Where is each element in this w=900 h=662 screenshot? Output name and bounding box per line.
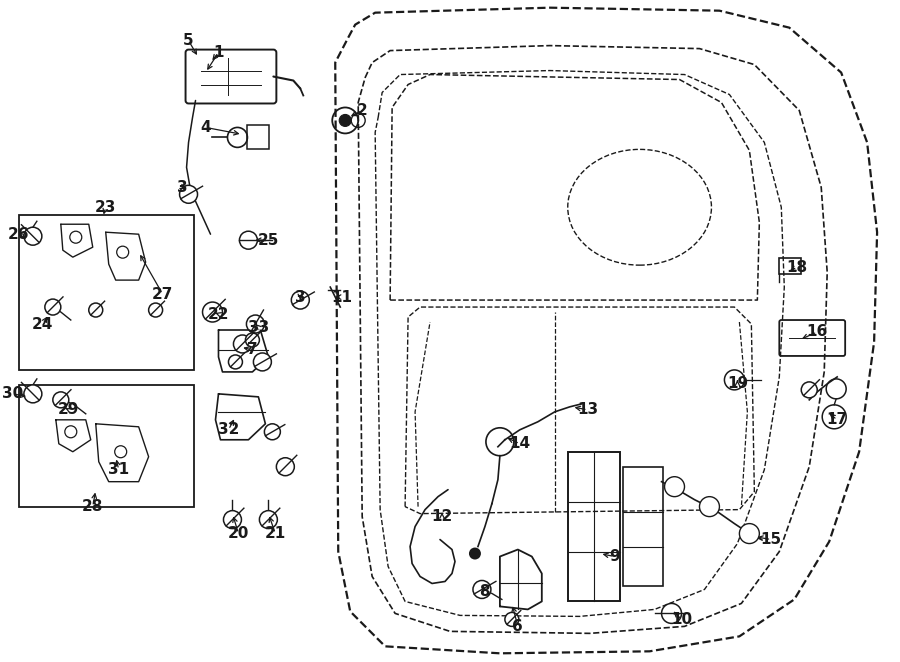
- Text: 25: 25: [257, 232, 279, 248]
- Circle shape: [699, 496, 719, 516]
- Text: 2: 2: [356, 103, 367, 118]
- Text: 8: 8: [480, 584, 491, 599]
- Circle shape: [24, 385, 42, 403]
- Circle shape: [24, 227, 42, 245]
- Bar: [623, 467, 662, 587]
- Text: 9: 9: [609, 549, 620, 564]
- Text: 28: 28: [82, 499, 104, 514]
- Text: 27: 27: [152, 287, 174, 302]
- Text: 21: 21: [265, 526, 286, 541]
- Circle shape: [45, 299, 61, 315]
- Circle shape: [89, 303, 103, 317]
- Bar: [19, 215, 194, 370]
- Text: 31: 31: [108, 462, 130, 477]
- Circle shape: [505, 612, 519, 626]
- Circle shape: [276, 457, 294, 476]
- Text: 32: 32: [218, 422, 239, 438]
- Circle shape: [740, 524, 760, 544]
- Text: 23: 23: [95, 200, 116, 214]
- Text: 3: 3: [177, 180, 188, 195]
- Circle shape: [148, 303, 163, 317]
- Circle shape: [801, 382, 817, 398]
- Circle shape: [664, 477, 685, 496]
- Circle shape: [292, 291, 310, 309]
- Circle shape: [223, 510, 241, 528]
- Circle shape: [53, 392, 68, 408]
- Circle shape: [180, 185, 197, 203]
- Text: 16: 16: [806, 324, 828, 340]
- Circle shape: [247, 315, 265, 333]
- Text: 15: 15: [760, 532, 782, 547]
- Circle shape: [259, 510, 277, 528]
- Bar: [568, 451, 619, 602]
- Bar: [248, 125, 269, 150]
- Text: 11: 11: [332, 289, 353, 305]
- Text: 13: 13: [577, 402, 598, 417]
- Text: 10: 10: [671, 612, 692, 627]
- Text: 18: 18: [787, 260, 808, 275]
- Text: 3: 3: [295, 289, 306, 305]
- Text: 30: 30: [3, 387, 23, 401]
- Text: 12: 12: [431, 509, 453, 524]
- Text: 1: 1: [213, 45, 224, 60]
- Text: 22: 22: [208, 307, 230, 322]
- Text: 17: 17: [826, 412, 848, 427]
- Circle shape: [265, 424, 281, 440]
- Text: 5: 5: [184, 33, 194, 48]
- Bar: [779, 258, 801, 274]
- Text: 24: 24: [32, 316, 53, 332]
- Circle shape: [233, 335, 251, 353]
- Bar: [19, 385, 194, 506]
- Circle shape: [469, 547, 481, 559]
- Text: 20: 20: [228, 526, 249, 541]
- Circle shape: [254, 353, 272, 371]
- Text: 19: 19: [727, 377, 748, 391]
- Text: 6: 6: [512, 619, 523, 634]
- Text: 4: 4: [200, 120, 211, 135]
- Circle shape: [246, 333, 259, 347]
- Circle shape: [339, 115, 351, 126]
- Circle shape: [202, 302, 222, 322]
- Text: 14: 14: [509, 436, 530, 451]
- Circle shape: [662, 604, 681, 624]
- Circle shape: [239, 231, 257, 249]
- Text: 26: 26: [8, 226, 30, 242]
- Text: 29: 29: [58, 402, 79, 417]
- Text: 33: 33: [248, 320, 269, 334]
- Text: 7: 7: [248, 342, 257, 357]
- Circle shape: [473, 581, 491, 598]
- Circle shape: [229, 355, 242, 369]
